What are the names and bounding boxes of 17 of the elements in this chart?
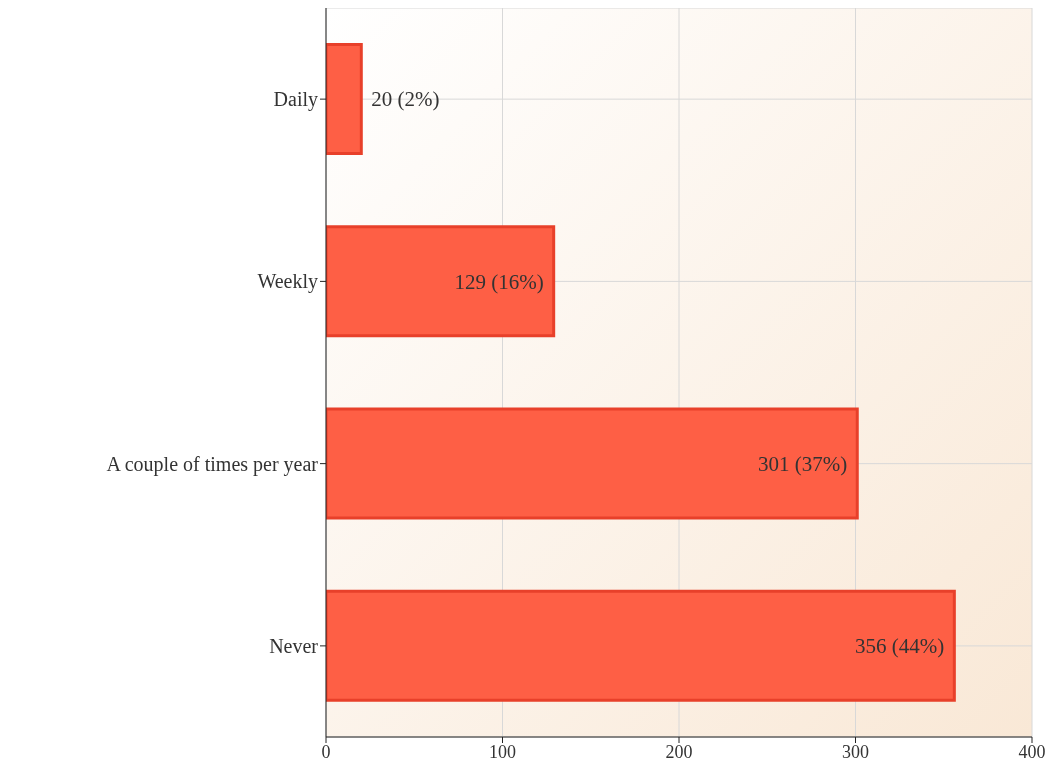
- data-label: 301 (37%): [758, 451, 848, 476]
- data-label: 356 (44%): [855, 634, 945, 659]
- x-tick-label: 100: [489, 741, 516, 762]
- y-tick-label: Weekly: [257, 270, 318, 294]
- x-tick-label: 0: [321, 741, 331, 762]
- y-tick-label: A couple of times per year: [106, 452, 319, 476]
- y-tick-label: Daily: [273, 88, 318, 112]
- x-tick-label: 200: [665, 741, 693, 762]
- bar: [326, 589, 956, 702]
- y-tick-label: Never: [269, 634, 319, 657]
- data-label: 129 (16%): [454, 269, 544, 294]
- bar: [326, 42, 363, 155]
- x-tick-label: 300: [842, 741, 869, 762]
- bar: [326, 225, 556, 338]
- x-tick-label: 400: [1018, 741, 1046, 762]
- data-label: 20 (2%): [371, 87, 440, 112]
- bar: [326, 407, 859, 520]
